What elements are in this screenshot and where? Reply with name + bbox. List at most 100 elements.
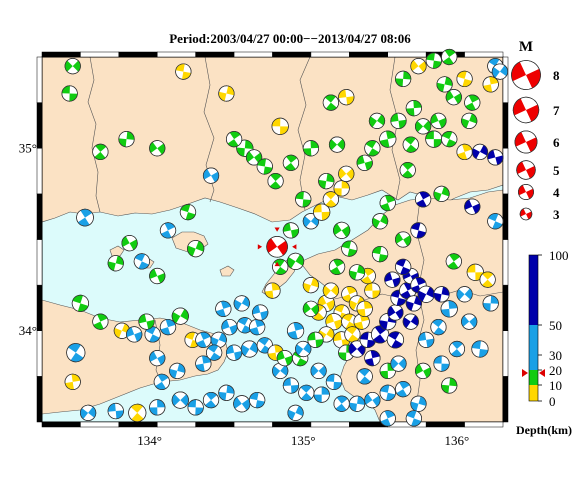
- focal-mechanism: [249, 391, 266, 409]
- focal-mechanism: [405, 295, 422, 312]
- focal-mechanism: [371, 213, 389, 230]
- focal-mechanism: [282, 222, 300, 239]
- focal-mechanism: [322, 94, 340, 111]
- island-small-3: [219, 265, 235, 277]
- magnitude-legend-title: M: [519, 39, 533, 55]
- focal-mechanism: [264, 282, 281, 299]
- focal-mechanism: [425, 130, 443, 148]
- focal-mechanism: [448, 340, 466, 358]
- focal-mechanisms: [61, 48, 509, 427]
- focal-mechanism: [344, 326, 361, 343]
- focal-mechanism: [149, 350, 166, 367]
- focal-mechanism: [271, 117, 289, 135]
- lon-tick-label: 134°: [137, 433, 162, 448]
- focal-mechanism: [379, 410, 396, 427]
- depth-tick-label: 10: [549, 378, 562, 393]
- focal-mechanism: [328, 258, 346, 275]
- focal-mechanism: [138, 313, 155, 330]
- focal-mechanism: [405, 99, 422, 117]
- magnitude-legend-label: 5: [553, 163, 560, 178]
- focal-mechanism: [333, 395, 350, 412]
- focal-mechanism: [171, 391, 189, 409]
- frame-bar-bottom: [41, 421, 81, 428]
- frame-bar-bottom: [233, 421, 273, 428]
- focal-mechanism: [92, 143, 109, 161]
- focal-mechanism: [410, 58, 427, 75]
- lat-tick-label: 34°: [19, 323, 37, 338]
- focal-mechanism: [410, 395, 427, 412]
- magnitude-legend-ball: [512, 96, 540, 124]
- focal-mechanism: [395, 258, 412, 275]
- focal-mechanism: [282, 154, 300, 171]
- frame-bar-left: [36, 239, 43, 286]
- focal-mechanism: [441, 377, 458, 394]
- frame-bar-bottom: [80, 421, 120, 428]
- focal-mechanism: [233, 295, 250, 312]
- depth-tick-label: 20: [549, 363, 562, 378]
- focal-mechanism: [215, 300, 232, 317]
- focal-mechanism: [313, 386, 330, 403]
- focal-mechanism: [302, 277, 320, 294]
- main-event-arrow-bottom: [274, 261, 280, 267]
- focal-mechanism: [338, 89, 355, 106]
- focal-mechanism: [491, 63, 509, 80]
- frame-bar-top: [80, 51, 120, 58]
- focal-mechanism: [210, 331, 227, 348]
- focal-mechanism: [341, 240, 358, 257]
- focal-mechanism: [287, 404, 304, 421]
- frame-bar-left: [36, 284, 43, 331]
- focal-mechanism: [256, 158, 273, 175]
- focal-mechanism: [356, 154, 373, 171]
- focal-mechanism: [187, 240, 205, 258]
- island-small-1: [109, 245, 125, 257]
- depth-marker-left: [522, 369, 528, 377]
- focal-mechanism: [225, 131, 243, 148]
- focal-mechanism: [113, 322, 131, 339]
- focal-mechanism: [159, 318, 177, 336]
- focal-mechanism: [272, 258, 289, 275]
- frame-bar-right: [502, 284, 509, 331]
- frame-bar-top: [118, 51, 158, 58]
- focal-mechanism: [179, 204, 197, 221]
- focal-mechanism: [149, 140, 166, 157]
- frame-bar-bottom: [464, 421, 504, 428]
- frame-bar-left: [36, 330, 43, 377]
- focal-mechanism: [461, 112, 478, 129]
- frame-bar-right: [502, 148, 509, 195]
- focal-mechanism: [126, 326, 143, 343]
- focal-mechanism: [487, 149, 504, 166]
- focal-mechanism: [325, 373, 343, 390]
- depth-tick-label: 50: [549, 318, 562, 333]
- focal-mechanism: [348, 340, 366, 358]
- focal-mechanism: [414, 362, 432, 380]
- focal-mechanism: [371, 245, 389, 263]
- focal-mechanism: [310, 362, 327, 380]
- focal-mechanism: [225, 344, 243, 361]
- focal-mechanism: [418, 331, 435, 348]
- focal-mechanism: [353, 313, 370, 330]
- depth-band: [529, 370, 538, 385]
- frame-bar-bottom: [310, 421, 350, 428]
- frame-bar-right: [502, 239, 509, 286]
- focal-mechanism: [249, 318, 266, 336]
- focal-mechanism: [107, 402, 124, 420]
- focal-mechanism: [364, 391, 381, 409]
- magnitude-legend-ball: [519, 207, 533, 221]
- magnitude-legend-label: 8: [553, 68, 560, 83]
- magnitude-legend-label: 6: [553, 135, 560, 150]
- focal-mechanism: [322, 282, 340, 299]
- magnitude-legend-ball: [516, 160, 536, 180]
- frame-bar-right: [502, 376, 509, 423]
- focal-mechanism: [121, 235, 138, 252]
- frame-bar-top: [195, 51, 235, 58]
- focal-mechanism: [479, 271, 496, 288]
- frame-bar-top: [41, 51, 81, 58]
- focal-mechanism: [236, 317, 253, 334]
- focal-mechanism: [433, 355, 450, 372]
- focal-mechanism: [379, 130, 397, 148]
- focal-mechanism: [482, 295, 499, 312]
- focal-mechanism: [417, 285, 435, 303]
- main-event-arrow-right: [292, 244, 297, 250]
- magnitude-legend-ball: [514, 130, 538, 154]
